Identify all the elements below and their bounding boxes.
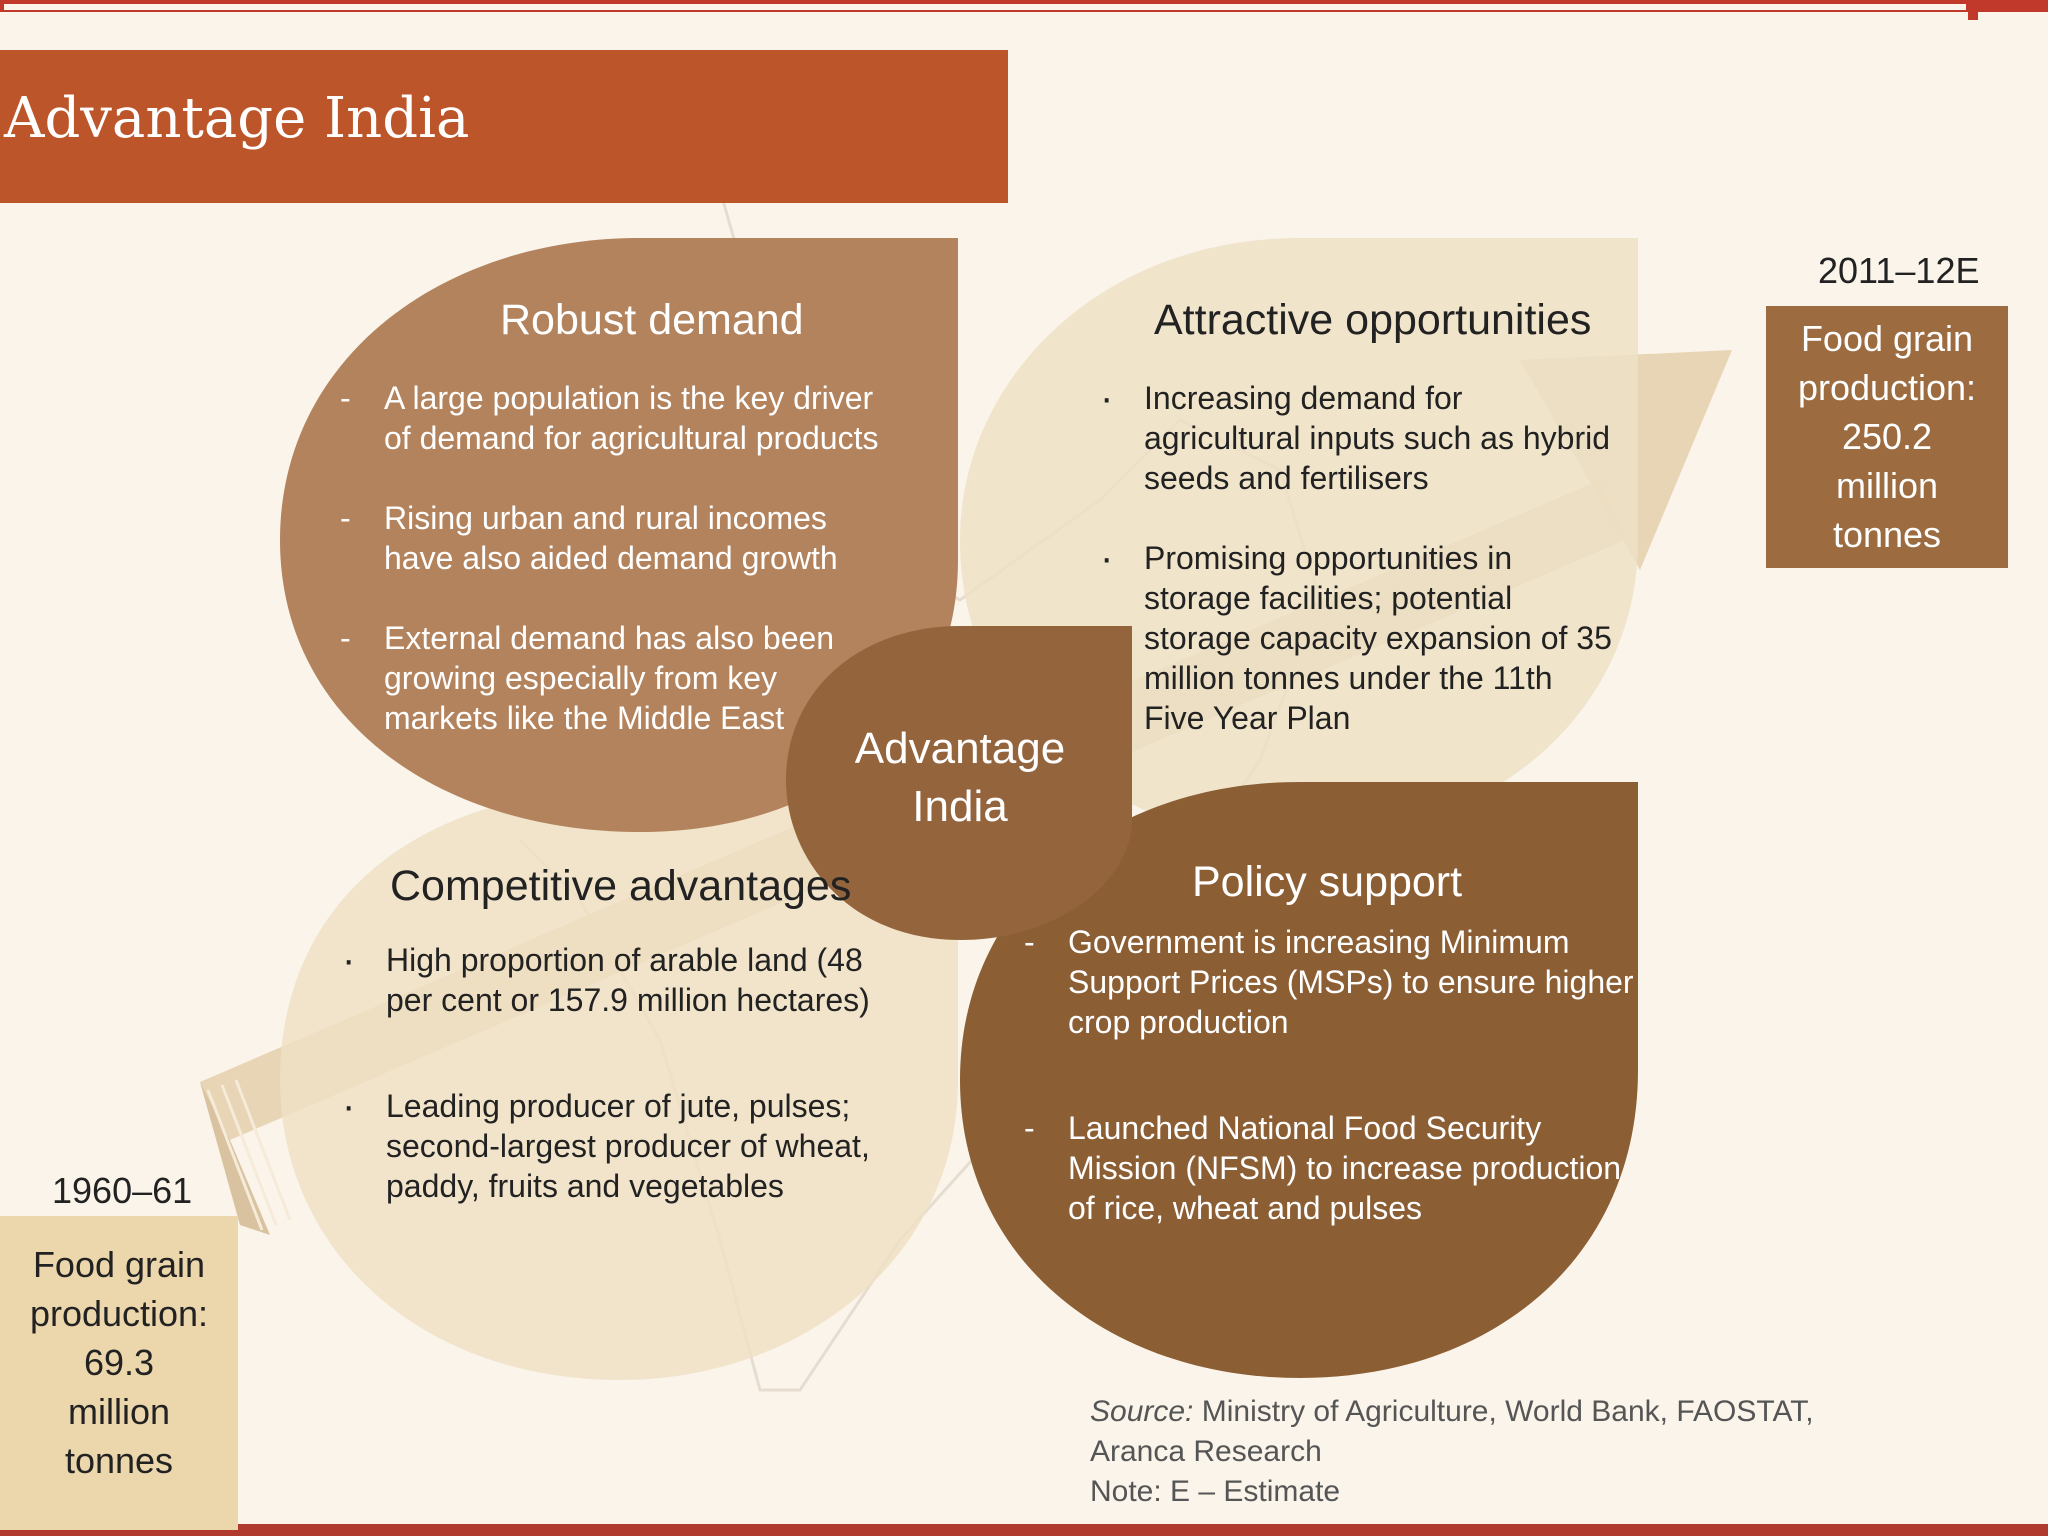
estimate-note: Note: E – Estimate xyxy=(1090,1475,1341,1508)
stat-value: 250.2 xyxy=(1841,416,1933,457)
policy-support-title: Policy support xyxy=(1192,858,1463,906)
stat-line: production: xyxy=(29,1293,209,1334)
stat-line: tonnes xyxy=(1832,514,1942,555)
page-title: Advantage India xyxy=(4,86,470,151)
attractive-opportunities-title: Attractive opportunities xyxy=(1154,296,1592,344)
source-note: Source: Ministry of Agriculture, World B… xyxy=(1090,1392,1814,1512)
stat-line: Food grain xyxy=(1800,318,1974,359)
list-item: Leading producer of jute, pulses;second-… xyxy=(342,1086,942,1206)
stat-line: tonnes xyxy=(64,1440,174,1481)
source-text: Ministry of Agriculture, World Bank, FAO… xyxy=(1201,1395,1814,1428)
stat-line: Food grain xyxy=(32,1244,206,1285)
stat-box-1960: Food grain production: 69.3 million tonn… xyxy=(0,1216,238,1530)
source-line-2: Aranca Research xyxy=(1090,1435,1322,1468)
robust-demand-title: Robust demand xyxy=(500,296,804,344)
stat-value: 69.3 xyxy=(83,1342,155,1383)
stat-box-2011: Food grain production: 250.2 million ton… xyxy=(1766,306,2008,568)
year-1960-label: 1960–61 xyxy=(52,1170,193,1211)
center-line-1: Advantage xyxy=(854,724,1066,773)
competitive-advantages-title: Competitive advantages xyxy=(390,862,852,910)
list-item: Government is increasing MinimumSupport … xyxy=(1024,922,1636,1042)
title-bar xyxy=(0,50,1008,203)
top-right-tab xyxy=(1968,0,1978,20)
source-label: Source: xyxy=(1090,1395,1194,1428)
year-2011-label: 2011–12E xyxy=(1818,250,1980,291)
stat-line: production: xyxy=(1797,367,1977,408)
top-border xyxy=(0,0,2048,12)
center-line-2: India xyxy=(912,782,1008,831)
stat-line: million xyxy=(67,1391,171,1432)
competitive-bubble-shape xyxy=(280,790,958,1380)
center-label: Advantage India xyxy=(800,720,1120,836)
bottom-border xyxy=(0,1524,2048,1536)
stat-line: million xyxy=(1835,465,1939,506)
policy-support-list: Government is increasing MinimumSupport … xyxy=(1024,922,1636,1228)
